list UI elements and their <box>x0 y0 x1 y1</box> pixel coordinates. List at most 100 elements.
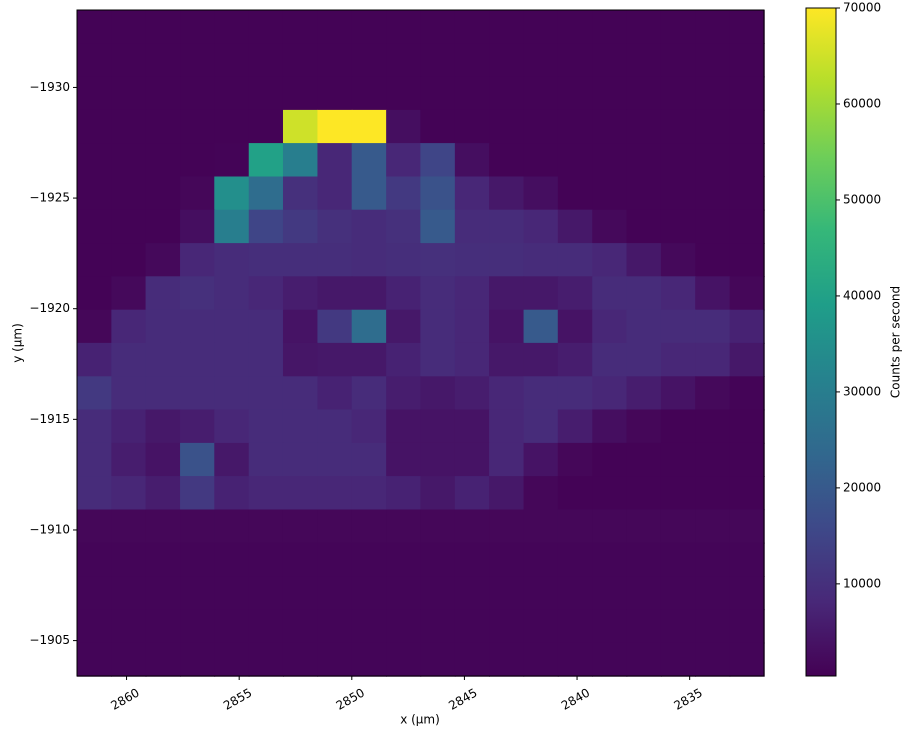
heatmap-cell <box>282 542 319 577</box>
heatmap-cell <box>111 409 147 444</box>
heatmap-cell <box>180 76 216 111</box>
heatmap-cell <box>248 143 284 178</box>
heatmap-cell <box>660 342 697 377</box>
heatmap-cell <box>214 243 250 278</box>
heatmap-cell <box>248 609 284 644</box>
heatmap-cell <box>729 9 765 44</box>
heatmap-cell <box>454 509 490 544</box>
heatmap-cell <box>420 209 456 244</box>
heatmap-cell <box>729 309 765 344</box>
heatmap-cell <box>145 576 181 611</box>
heatmap-cell <box>660 209 697 244</box>
heatmap-cell <box>626 409 662 444</box>
heatmap-cell <box>454 176 490 211</box>
heatmap-cell <box>76 9 112 44</box>
heatmap-cell <box>317 243 353 278</box>
heatmap-cell <box>76 642 112 677</box>
heatmap-cell <box>523 309 559 344</box>
heatmap-cell <box>557 542 593 577</box>
heatmap-cell <box>386 409 422 444</box>
heatmap-cell <box>557 342 593 377</box>
heatmap-cell <box>76 476 112 511</box>
heatmap-cell <box>317 109 353 144</box>
heatmap-cell <box>592 376 628 411</box>
heatmap-cell <box>489 476 525 511</box>
heatmap-cell <box>76 409 112 444</box>
heatmap-cell <box>145 542 181 577</box>
heatmap-cell <box>317 309 353 344</box>
heatmap-cell <box>76 243 112 278</box>
heatmap-cell <box>248 342 284 377</box>
heatmap-cell <box>282 609 319 644</box>
heatmap-cell <box>626 576 662 611</box>
colorbar-tick-label: 30000 <box>843 384 881 398</box>
heatmap-cell <box>592 442 628 477</box>
heatmap-cell <box>145 342 181 377</box>
heatmap-cell <box>557 243 593 278</box>
heatmap-cell <box>420 642 456 677</box>
heatmap-cell <box>386 109 422 144</box>
heatmap-cell <box>386 442 422 477</box>
heatmap-cell <box>626 376 662 411</box>
heatmap-cell <box>145 642 181 677</box>
heatmap-cell <box>729 342 765 377</box>
heatmap-cell <box>523 243 559 278</box>
heatmap-cell <box>214 542 250 577</box>
heatmap-cell <box>214 476 250 511</box>
heatmap-cell <box>660 76 697 111</box>
heatmap-cell <box>145 176 181 211</box>
heatmap-cell <box>317 76 353 111</box>
heatmap-cell <box>214 43 250 78</box>
heatmap-cell <box>248 442 284 477</box>
heatmap-cell <box>660 276 697 311</box>
heatmap-cell <box>729 243 765 278</box>
y-tick-label: −1930 <box>29 80 70 94</box>
heatmap-cell <box>420 143 456 178</box>
heatmap-cell <box>386 9 422 44</box>
colorbar-tick-label: 50000 <box>843 192 881 206</box>
heatmap-cell <box>214 209 250 244</box>
heatmap-cell <box>111 376 147 411</box>
heatmap-cell <box>111 176 147 211</box>
heatmap-cell <box>592 143 628 178</box>
heatmap-cell <box>489 509 525 544</box>
heatmap-cell <box>282 276 319 311</box>
heatmap-cell <box>214 642 250 677</box>
heatmap-cell <box>282 209 319 244</box>
heatmap-cell <box>317 9 353 44</box>
heatmap-cell <box>557 43 593 78</box>
heatmap-cell <box>420 76 456 111</box>
heatmap-cell <box>523 576 559 611</box>
heatmap-cell <box>489 442 525 477</box>
heatmap-cell <box>592 542 628 577</box>
heatmap-cell <box>351 209 387 244</box>
heatmap-cell <box>695 376 731 411</box>
heatmap-cell <box>523 509 559 544</box>
heatmap-cell <box>592 476 628 511</box>
heatmap-cell <box>489 609 525 644</box>
heatmap-cell <box>660 409 697 444</box>
heatmap-cell <box>660 143 697 178</box>
heatmap-cell <box>729 376 765 411</box>
heatmap-cell <box>557 642 593 677</box>
heatmap-cell <box>180 176 216 211</box>
heatmap-cell <box>626 9 662 44</box>
heatmap-cell <box>248 376 284 411</box>
heatmap-cell <box>626 76 662 111</box>
heatmap-cell <box>489 342 525 377</box>
heatmap-cell <box>557 209 593 244</box>
heatmap-cell <box>351 43 387 78</box>
heatmap-cell <box>660 476 697 511</box>
heatmap-cell <box>317 176 353 211</box>
heatmap-cell <box>695 176 731 211</box>
heatmap-cell <box>592 209 628 244</box>
heatmap-cell <box>626 642 662 677</box>
heatmap-cell <box>695 309 731 344</box>
heatmap-cell <box>454 209 490 244</box>
heatmap-cell <box>386 276 422 311</box>
heatmap-cell <box>660 9 697 44</box>
heatmap-cell <box>695 542 731 577</box>
heatmap-cell <box>592 509 628 544</box>
heatmap-cell <box>420 176 456 211</box>
heatmap-cell <box>214 309 250 344</box>
